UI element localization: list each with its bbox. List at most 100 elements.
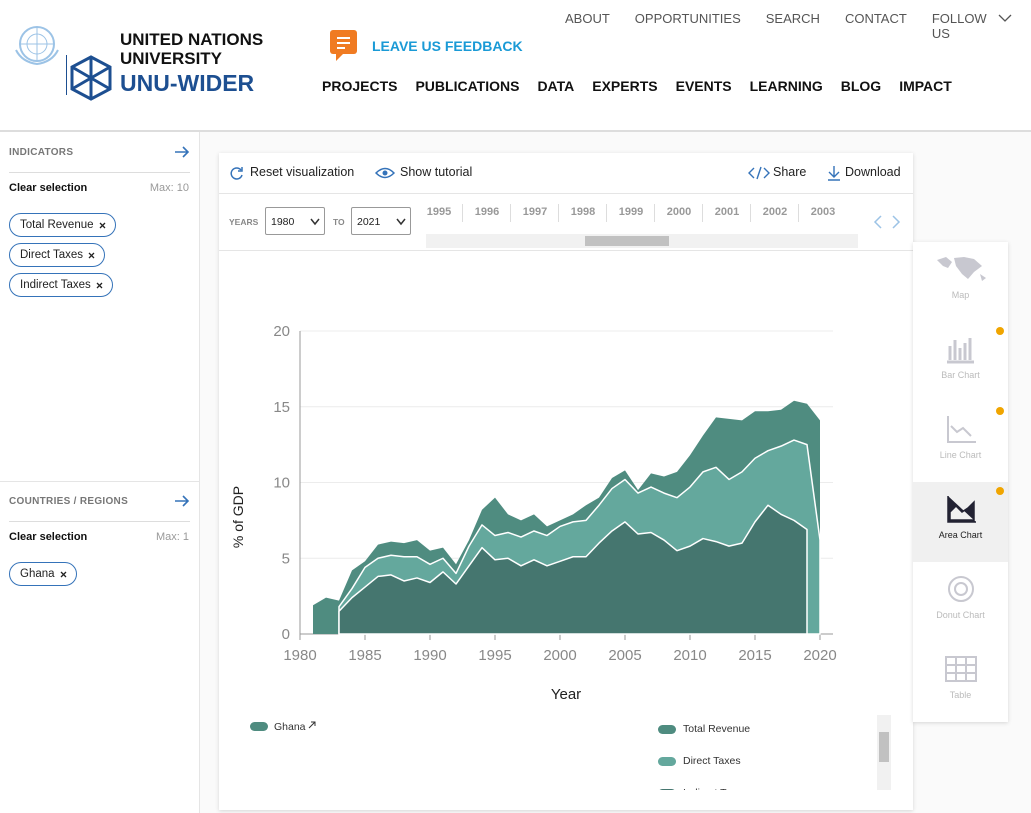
reset-button[interactable]: Reset visualization — [250, 165, 355, 179]
status-dot — [996, 407, 1004, 415]
main-nav-item[interactable]: PROJECTS — [322, 78, 398, 94]
section-title: COUNTRIES / REGIONS — [9, 496, 129, 507]
chevron — [396, 218, 406, 226]
org-line: UNITED NATIONS — [120, 30, 264, 49]
strip-year[interactable]: 2003 — [810, 206, 836, 218]
status-dot — [996, 327, 1004, 335]
strip-year[interactable]: 1996 — [474, 206, 500, 218]
strip-year[interactable]: 1998 — [570, 206, 596, 218]
top-nav-item[interactable]: FOLLOW US — [931, 11, 987, 41]
brand: UNU-WIDER — [120, 70, 255, 96]
chart-type[interactable]: Bar Chart — [913, 322, 1008, 402]
y-tick-label: 10 — [273, 475, 290, 492]
tag[interactable]: Total Revenue — [9, 213, 116, 237]
top-nav-item[interactable]: SEARCH — [765, 11, 820, 26]
icon — [946, 416, 976, 443]
feedback-icon — [330, 30, 357, 61]
chart-type-icon — [946, 416, 976, 443]
share-button[interactable]: Share — [773, 165, 807, 179]
arrow-button[interactable] — [174, 145, 190, 164]
clear-selection[interactable]: Clear selection — [9, 182, 88, 194]
icon — [944, 656, 977, 682]
chart-type[interactable]: Donut Chart — [913, 562, 1008, 642]
scrollbar[interactable] — [426, 234, 858, 248]
legend-swatch — [658, 725, 676, 734]
tag[interactable]: Indirect Taxes — [9, 273, 113, 297]
icon — [946, 338, 974, 364]
download-button[interactable]: Download — [845, 165, 901, 179]
main-nav: PROJECTS PUBLICATIONS DATA EXPERTS EVENTS LEA… — [322, 78, 970, 94]
chart-type[interactable]: Map — [913, 242, 1008, 322]
main-nav-item[interactable]: IMPACT — [899, 78, 952, 94]
top-nav-item[interactable]: ABOUT — [565, 11, 610, 26]
to-select[interactable]: 2021 — [351, 207, 411, 235]
chart-type-label: Table — [949, 690, 972, 700]
tutorial-button[interactable]: Show tutorial — [400, 165, 473, 179]
download-icon — [828, 166, 840, 181]
chart-type[interactable]: Line Chart — [913, 402, 1008, 482]
strip-year[interactable]: 2000 — [666, 206, 692, 218]
arrow-icon — [175, 146, 190, 158]
chart: % of GDP Year 0 5 10 15 20 1980 1985 1990 1995 20… — [230, 323, 837, 703]
strip-year[interactable]: 1997 — [522, 206, 548, 218]
cross — [60, 571, 66, 577]
max-note: Max: 10 — [149, 182, 189, 194]
legend-label[interactable]: Direct Taxes — [683, 755, 741, 767]
chart-type[interactable]: Area Chart — [913, 482, 1008, 562]
remove-icon — [99, 222, 105, 228]
arrow — [175, 495, 190, 507]
tag-label: Ghana — [20, 568, 55, 580]
strip-year[interactable]: 1999 — [618, 206, 644, 218]
strip-year[interactable]: 1995 — [426, 206, 452, 218]
main-nav-item[interactable]: EVENTS — [675, 78, 732, 94]
separator — [558, 204, 559, 222]
x-tick-label: 2020 — [803, 647, 836, 664]
strip-year[interactable]: 2001 — [714, 206, 740, 218]
un-emblem — [15, 26, 59, 66]
chart-type[interactable]: Table — [913, 642, 1008, 722]
top-nav-item[interactable]: OPPORTUNITIES — [634, 11, 741, 26]
icon — [936, 257, 986, 281]
chart-type-label: Donut Chart — [936, 610, 985, 620]
main-nav-item[interactable]: PUBLICATIONS — [415, 78, 520, 94]
y-tick-label: 20 — [273, 323, 290, 340]
country-legend[interactable]: Ghana — [274, 721, 316, 733]
top-nav-item[interactable]: CONTACT — [844, 11, 907, 26]
from-select[interactable]: 1980 — [265, 207, 325, 235]
header-rule — [0, 130, 1031, 132]
arrow-button[interactable] — [174, 494, 190, 513]
legend-swatch — [658, 789, 676, 790]
main-nav-item[interactable]: DATA — [537, 78, 575, 94]
tag[interactable]: Ghana — [9, 562, 77, 586]
main-nav-item[interactable]: BLOG — [840, 78, 882, 94]
scroll-thumb[interactable] — [879, 732, 889, 762]
to-value: 2021 — [357, 216, 381, 228]
to-label: TO — [333, 217, 345, 227]
legend-label[interactable]: Total Revenue — [683, 723, 751, 735]
scroll-thumb[interactable] — [585, 236, 669, 246]
from-value: 1980 — [271, 216, 295, 228]
x-tick-label: 2005 — [608, 647, 641, 664]
area — [338, 504, 808, 635]
x-tick-label: 1995 — [478, 647, 511, 664]
y-tick-label: 0 — [282, 626, 290, 643]
strip-year[interactable]: 2002 — [762, 206, 788, 218]
tag[interactable]: Direct Taxes — [9, 243, 106, 267]
main-nav-item[interactable]: EXPERTS — [592, 78, 658, 94]
separator — [750, 204, 751, 222]
external-icon — [308, 721, 316, 729]
strip-arrows[interactable] — [872, 214, 902, 230]
separator — [798, 204, 799, 222]
chart-type-icon — [946, 496, 976, 523]
section-title: INDICATORS — [9, 147, 74, 158]
x-tick-label: 1980 — [283, 647, 316, 664]
share-icon — [748, 166, 770, 180]
legend-label[interactable]: Indirect Taxes — [683, 787, 748, 790]
icon — [953, 582, 968, 596]
y-axis-label: % of GDP — [230, 486, 246, 548]
main-nav-item[interactable]: LEARNING — [749, 78, 823, 94]
feedback-link[interactable]: LEAVE US FEEDBACK — [372, 38, 523, 54]
clear-selection[interactable]: Clear selection — [9, 531, 88, 543]
legend-scrollbar[interactable] — [877, 715, 891, 790]
